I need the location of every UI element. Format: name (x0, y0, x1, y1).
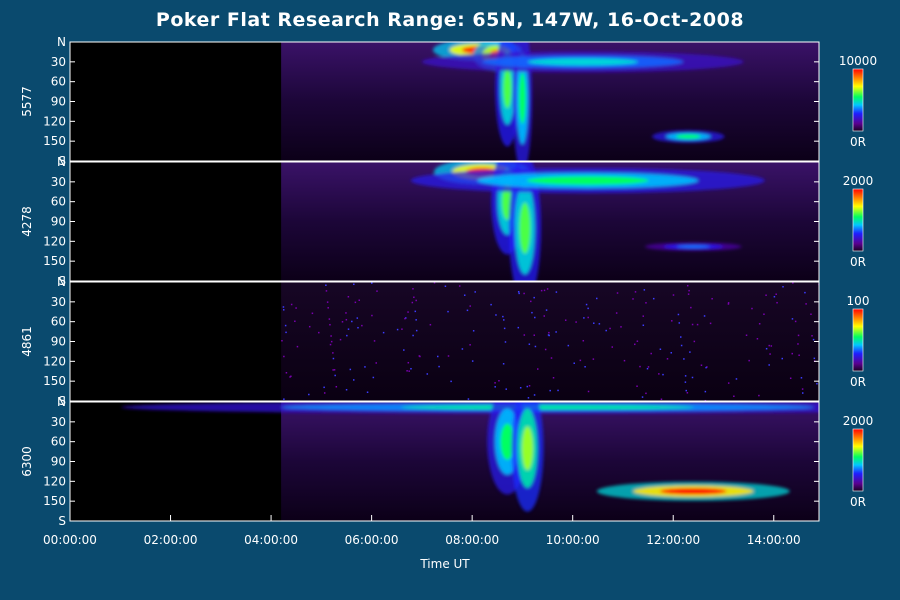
colorbar-max-label: 10000 (839, 54, 877, 68)
colorbar (852, 428, 864, 492)
panel-wavelength-label: 4278 (20, 206, 34, 237)
y-tick-label: 60 (51, 195, 66, 209)
x-axis-label: Time UT (419, 557, 470, 571)
x-tick-label: 08:00:00 (445, 533, 499, 547)
y-tick-label: 120 (43, 474, 66, 488)
panel-4278: N 30 60 90 120 150 S 4278 2000 0R (20, 155, 874, 288)
y-tick-label: 150 (43, 254, 66, 268)
emission-core (401, 405, 695, 410)
colorbar-max-label: 2000 (843, 174, 874, 188)
emission-core (500, 423, 515, 460)
x-tick-label: 02:00:00 (144, 533, 198, 547)
x-tick-label: 06:00:00 (345, 533, 399, 547)
y-tick-label: 150 (43, 134, 66, 148)
emission-core (676, 245, 710, 249)
y-tick-label: 60 (51, 75, 66, 89)
colorbar (852, 188, 864, 252)
emission-core (526, 176, 649, 185)
data-background (281, 402, 819, 521)
y-tick-label: 150 (43, 494, 66, 508)
colorbar (852, 68, 864, 132)
y-tick-label: S (58, 274, 66, 288)
y-tick-label: 90 (51, 215, 66, 229)
panel-4861: N 30 60 90 120 150 S 4861 100 0R (20, 275, 869, 408)
colorbar-min-label: 0R (850, 255, 866, 269)
y-tick-label: 30 (51, 55, 66, 69)
y-tick-label: 30 (51, 175, 66, 189)
panel-wavelength-label: 6300 (20, 446, 34, 477)
x-tick-label: 10:00:00 (546, 533, 600, 547)
colorbar-max-label: 100 (847, 294, 870, 308)
y-tick-label: 90 (51, 335, 66, 349)
y-tick-label: 120 (43, 354, 66, 368)
y-tick-label: N (57, 35, 66, 49)
x-tick-label: 14:00:00 (747, 533, 801, 547)
x-tick-label: 12:00:00 (646, 533, 700, 547)
panel-6300: N 30 60 90 120 150 S 6300 2000 0R (20, 395, 874, 528)
y-tick-label: 90 (51, 455, 66, 469)
panel-wavelength-label: 5577 (20, 86, 34, 117)
y-tick-label: 30 (51, 295, 66, 309)
y-tick-label: 120 (43, 234, 66, 248)
x-tick-label: 04:00:00 (244, 533, 298, 547)
emission-core (660, 487, 727, 495)
y-tick-label: 60 (51, 435, 66, 449)
colorbar-max-label: 2000 (843, 414, 874, 428)
x-tick-label: 00:00:00 (43, 533, 97, 547)
y-tick-label: S (58, 394, 66, 408)
colorbar-min-label: 0R (850, 495, 866, 509)
emission-core (527, 58, 639, 66)
emission-core (519, 202, 531, 254)
y-tick-label: N (57, 275, 66, 289)
emission-core (675, 134, 701, 139)
panel-wavelength-label: 4861 (20, 326, 34, 357)
y-tick-label: N (57, 155, 66, 169)
colorbar-min-label: 0R (850, 375, 866, 389)
y-tick-label: S (58, 514, 66, 528)
y-tick-label: 90 (51, 95, 66, 109)
emission-core (503, 68, 512, 109)
y-tick-label: 150 (43, 374, 66, 388)
chart-title: Poker Flat Research Range: 65N, 147W, 16… (155, 9, 745, 31)
colorbar-min-label: 0R (850, 135, 866, 149)
y-tick-label: 30 (51, 415, 66, 429)
panel-5577: N 30 60 90 120 150 S 5577 10000 0R (20, 35, 877, 168)
data-background (281, 282, 819, 401)
emission-core (521, 426, 533, 471)
emission-core (519, 72, 526, 124)
y-tick-label: N (57, 395, 66, 409)
y-tick-label: 120 (43, 114, 66, 128)
colorbar (852, 308, 864, 372)
noise-speckle (281, 282, 819, 401)
y-tick-label: S (58, 154, 66, 168)
y-tick-label: 60 (51, 315, 66, 329)
